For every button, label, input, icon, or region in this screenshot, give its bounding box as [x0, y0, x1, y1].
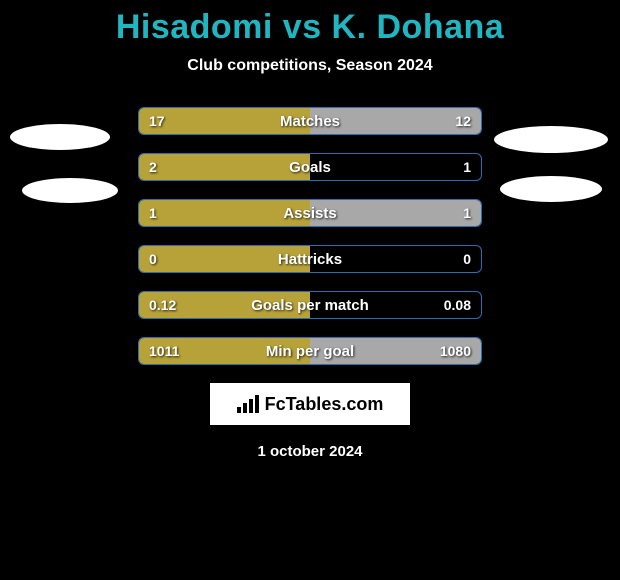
stat-value-right: 0.08: [444, 292, 471, 318]
brand-text: FcTables.com: [265, 394, 384, 415]
stat-label: Assists: [139, 200, 481, 226]
subtitle: Club competitions, Season 2024: [0, 57, 620, 75]
stat-label: Goals per match: [139, 292, 481, 318]
stat-value-left: 0: [149, 246, 157, 272]
player-right-placeholder-2: [500, 176, 602, 202]
stat-row: Goals2 1: [138, 153, 482, 181]
stat-value-right: 0: [463, 246, 471, 272]
player-right-placeholder-1: [494, 126, 608, 153]
stat-value-right: 12: [455, 108, 471, 134]
stat-value-left: 17: [149, 108, 165, 134]
page-title: Hisadomi vs K. Dohana: [0, 0, 620, 47]
stat-label: Hattricks: [139, 246, 481, 272]
player-left-placeholder-2: [22, 178, 118, 203]
stat-row: Assists1 1: [138, 199, 482, 227]
stat-row: Min per goal1011 1080: [138, 337, 482, 365]
stat-value-left: 0.12: [149, 292, 176, 318]
stat-value-left: 1: [149, 200, 157, 226]
chart-icon: [237, 395, 259, 413]
stats-container: Matches1712Goals21Assists11Hattricks00Go…: [138, 107, 482, 365]
player-left-placeholder-1: [10, 124, 110, 150]
stat-value-right: 1: [463, 200, 471, 226]
stat-value-right: 1: [463, 154, 471, 180]
footer-date: 1 october 2024: [0, 443, 620, 460]
stat-value-left: 1011: [149, 338, 179, 364]
stat-row: Hattricks0 0: [138, 245, 482, 273]
stat-row: Goals per match0.12 0.08: [138, 291, 482, 319]
stat-value-left: 2: [149, 154, 157, 180]
stat-label: Matches: [139, 108, 481, 134]
stat-row: Matches17 12: [138, 107, 482, 135]
stat-label: Goals: [139, 154, 481, 180]
stat-label: Min per goal: [139, 338, 481, 364]
stat-value-right: 1080: [440, 338, 471, 364]
brand-logo: FcTables.com: [210, 383, 410, 425]
